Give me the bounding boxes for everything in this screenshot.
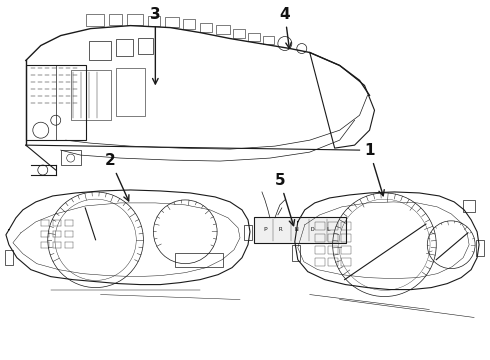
Bar (341, 234, 350, 242)
Bar (315, 234, 325, 242)
Bar (263, 36, 274, 44)
Bar (5, 250, 13, 265)
Bar (476, 240, 484, 256)
Bar (108, 14, 122, 24)
Bar (165, 17, 179, 27)
Bar (183, 19, 195, 28)
Bar (127, 14, 144, 24)
Text: 1: 1 (364, 143, 384, 196)
Bar (315, 246, 325, 254)
Bar (61, 150, 81, 165)
Text: 5: 5 (274, 173, 294, 226)
Text: 3: 3 (150, 6, 161, 84)
Bar (148, 15, 160, 26)
Bar (328, 222, 338, 230)
Text: L: L (327, 227, 331, 232)
Bar (328, 258, 338, 266)
Text: P: P (263, 227, 267, 232)
Bar (175, 253, 223, 267)
Bar (200, 23, 212, 32)
Text: 2: 2 (105, 153, 129, 201)
Text: 4: 4 (279, 6, 292, 48)
FancyBboxPatch shape (254, 217, 345, 243)
Bar (341, 222, 350, 230)
Bar (138, 37, 153, 54)
Text: R: R (279, 227, 283, 232)
Bar (341, 246, 350, 254)
Bar (116, 39, 133, 57)
Text: N: N (295, 227, 299, 232)
Bar (328, 234, 338, 242)
Bar (248, 32, 260, 41)
Bar (463, 200, 475, 212)
Bar (328, 246, 338, 254)
Bar (233, 28, 245, 37)
Bar (341, 258, 350, 266)
Bar (292, 245, 300, 261)
Bar (71, 71, 111, 120)
Bar (315, 222, 325, 230)
Bar (116, 68, 146, 116)
Bar (244, 225, 252, 240)
Bar (89, 41, 111, 60)
Text: D: D (311, 227, 315, 232)
Bar (216, 24, 230, 33)
Bar (86, 14, 103, 26)
Bar (26, 66, 86, 140)
Bar (315, 258, 325, 266)
